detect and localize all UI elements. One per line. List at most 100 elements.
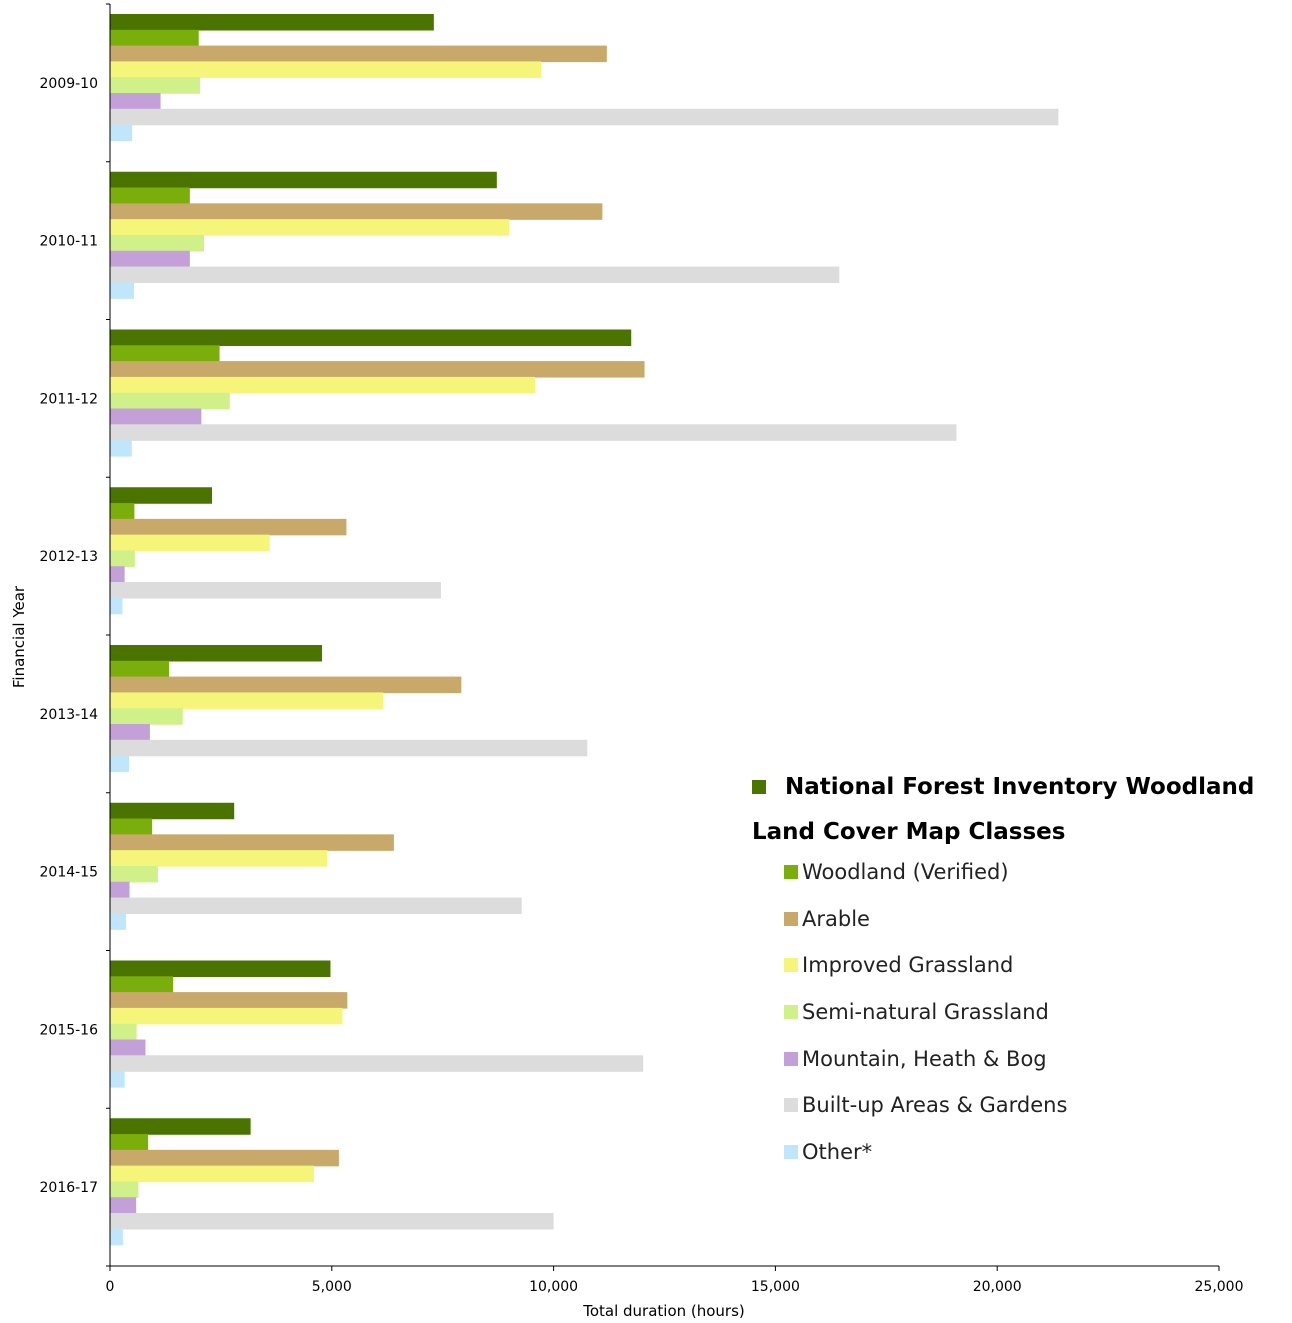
bar-2013-14-1	[110, 660, 169, 678]
y-tick-label: 2010-11	[40, 234, 99, 250]
bar-2016-17-1	[110, 1134, 149, 1151]
bar-2012-13-7	[110, 597, 123, 615]
legend-heading-nfi: National Forest Inventory Woodland	[752, 770, 1292, 804]
x-tick-label: 10,000	[529, 1279, 578, 1295]
x-axis: 0 5,000 10,000 15,000 20,000 25,000	[106, 1265, 1244, 1295]
bar-2015-16-5	[110, 1039, 146, 1056]
y-tick-label: 2012-13	[40, 549, 99, 565]
bar-2009-10-0	[110, 14, 434, 31]
bar-2015-16-1	[110, 976, 173, 993]
bar-2013-14-6	[110, 739, 588, 757]
bar-2009-10-1	[110, 29, 199, 47]
legend-item: Semi-natural Grassland	[752, 989, 1292, 1036]
bar-2011-12-7	[110, 440, 132, 457]
bar-2012-13-1	[110, 503, 135, 520]
legend-item: Mountain, Heath & Bog	[752, 1035, 1292, 1082]
bar-2011-12-0	[110, 329, 632, 346]
bar-2011-12-1	[110, 345, 220, 362]
legend-item-label: Woodland (Verified)	[802, 860, 1009, 885]
bar-2014-15-5	[110, 881, 130, 899]
y-tick-label: 2009-10	[40, 76, 99, 92]
bar-2016-17-5	[110, 1197, 137, 1214]
bar-2012-13-5	[110, 566, 125, 583]
legend-swatch	[784, 1098, 798, 1113]
legend-item-label: Built-up Areas & Gardens	[802, 1093, 1068, 1118]
bar-2016-17-2	[110, 1149, 339, 1167]
bar-2013-14-2	[110, 676, 462, 694]
bar-2010-11-5	[110, 250, 190, 268]
bar-2015-16-2	[110, 992, 348, 1009]
bar-2010-11-1	[110, 187, 190, 205]
legend-swatch	[784, 958, 798, 973]
bar-2016-17-3	[110, 1165, 315, 1183]
legend-item-label: Mountain, Heath & Bog	[802, 1046, 1047, 1071]
bar-2009-10-4	[110, 77, 201, 94]
bar-2013-14-7	[110, 755, 130, 773]
legend-item: Other*	[752, 1129, 1292, 1176]
bars-group	[110, 14, 1059, 1246]
y-tick-label: 2015-16	[40, 1022, 99, 1038]
bar-2009-10-2	[110, 45, 607, 63]
y-tick-label: 2016-17	[40, 1180, 99, 1196]
bar-2014-15-6	[110, 897, 522, 915]
y-tick-label: 2011-12	[40, 391, 99, 407]
x-tick-label: 5,000	[312, 1279, 352, 1295]
legend-item-label: Semi-natural Grassland	[802, 1000, 1049, 1025]
legend-item-label: Improved Grassland	[802, 953, 1014, 978]
legend-swatch-nfi	[752, 780, 766, 794]
bar-2016-17-7	[110, 1228, 123, 1246]
bar-2010-11-7	[110, 282, 134, 299]
bar-2010-11-6	[110, 266, 840, 284]
legend-swatch	[784, 865, 798, 880]
bar-2014-15-2	[110, 834, 394, 851]
y-axis: 2009-10 2010-11 2011-12 2012-13 2013-14 2014-…	[40, 3, 111, 1267]
bar-2011-12-6	[110, 424, 957, 441]
y-tick-label: 2013-14	[40, 707, 99, 723]
bar-2009-10-6	[110, 108, 1059, 126]
bar-2015-16-3	[110, 1007, 343, 1025]
bar-2015-16-6	[110, 1055, 644, 1072]
legend-item: Woodland (Verified)	[752, 849, 1292, 896]
bar-2009-10-5	[110, 93, 161, 110]
bar-2013-14-4	[110, 708, 183, 725]
bar-2015-16-0	[110, 960, 331, 977]
bar-2015-16-4	[110, 1023, 137, 1041]
bar-2010-11-2	[110, 203, 603, 220]
legend-heading-lcm: Land Cover Map Classes	[752, 815, 1292, 849]
bar-2009-10-7	[110, 124, 133, 142]
bar-2016-17-6	[110, 1213, 554, 1230]
legend-items: Woodland (Verified) Arable Improved Grassl…	[752, 849, 1292, 1175]
x-tick-label: 0	[106, 1279, 115, 1295]
bar-2011-12-3	[110, 376, 535, 394]
legend-item: Improved Grassland	[752, 942, 1292, 989]
x-tick-label: 25,000	[1195, 1279, 1244, 1295]
legend-heading-nfi-label: National Forest Inventory Woodland	[785, 774, 1255, 800]
legend-swatch	[784, 1144, 798, 1159]
bar-2012-13-6	[110, 582, 441, 599]
bar-2016-17-0	[110, 1118, 251, 1135]
x-axis-title: Total duration (hours)	[582, 1302, 745, 1320]
bar-2014-15-0	[110, 802, 235, 820]
legend-item-label: Other*	[802, 1139, 873, 1164]
legend-swatch	[784, 1051, 798, 1066]
bar-2010-11-3	[110, 219, 510, 236]
legend-item: Built-up Areas & Gardens	[752, 1082, 1292, 1129]
legend-item: Arable	[752, 896, 1292, 943]
bar-2014-15-1	[110, 818, 153, 836]
legend-swatch	[784, 911, 798, 926]
bar-2012-13-0	[110, 487, 213, 504]
bar-2013-14-3	[110, 692, 384, 709]
bar-2013-14-5	[110, 724, 150, 741]
bar-2009-10-3	[110, 61, 542, 78]
legend-swatch	[784, 1005, 798, 1020]
legend-item-label: Arable	[802, 906, 870, 931]
bar-2016-17-4	[110, 1181, 139, 1198]
bar-2015-16-7	[110, 1071, 125, 1088]
bar-2011-12-5	[110, 408, 202, 425]
bar-2010-11-4	[110, 234, 205, 252]
bar-2014-15-4	[110, 865, 158, 883]
y-tick-label: 2014-15	[40, 865, 99, 881]
bar-2012-13-3	[110, 534, 270, 552]
bar-2014-15-3	[110, 850, 328, 867]
x-tick-label: 20,000	[973, 1279, 1022, 1295]
